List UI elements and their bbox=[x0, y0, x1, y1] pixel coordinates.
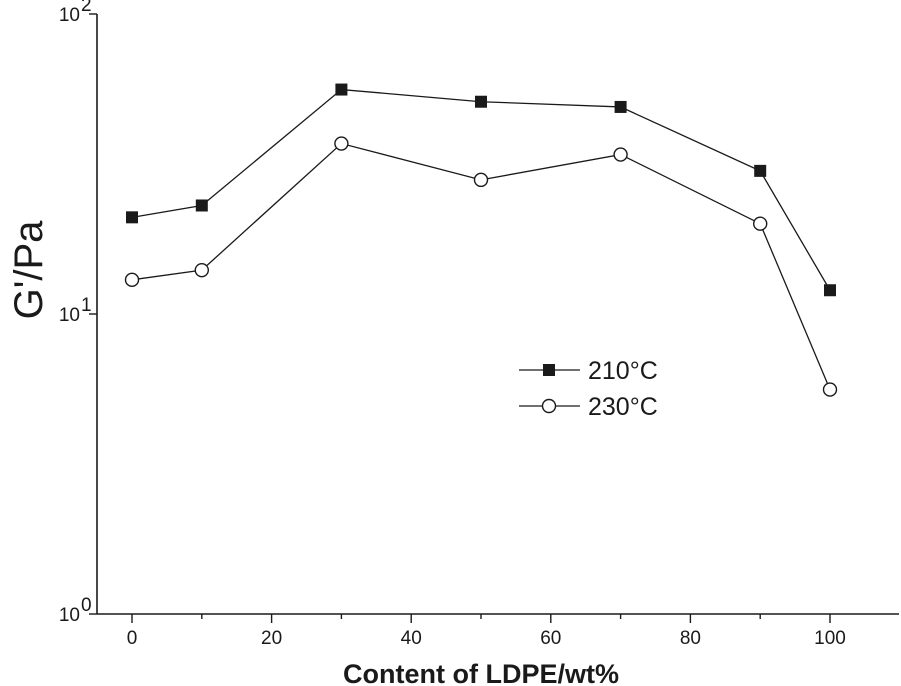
x-tick-label: 100 bbox=[814, 628, 846, 649]
y-tick-label: 10 bbox=[59, 5, 80, 26]
y-tick-exponent: 1 bbox=[81, 295, 92, 316]
legend-label: 210°C bbox=[588, 357, 658, 385]
y-axis-label: G'/Pa bbox=[7, 220, 51, 320]
x-tick-label: 60 bbox=[540, 628, 561, 649]
data-point bbox=[614, 100, 627, 113]
series-2 bbox=[124, 136, 838, 397]
x-tick-label: 80 bbox=[680, 628, 701, 649]
y-tick-exponent: 0 bbox=[81, 595, 92, 616]
legend-marker bbox=[543, 364, 555, 376]
legend-label: 230°C bbox=[588, 393, 658, 421]
series-1 bbox=[126, 83, 836, 297]
data-point bbox=[194, 262, 210, 278]
x-axis-label: Content of LDPE/wt% bbox=[343, 659, 619, 686]
data-point bbox=[475, 95, 487, 108]
data-point bbox=[124, 272, 140, 288]
data-point bbox=[822, 382, 838, 397]
legend: 210°C 230°C bbox=[519, 357, 658, 421]
y-tick-label: 10 bbox=[59, 305, 80, 326]
data-point bbox=[126, 211, 138, 224]
data-point bbox=[335, 83, 348, 96]
y-tick-label: 10 bbox=[59, 605, 80, 626]
x-tick-label: 20 bbox=[261, 628, 282, 649]
data-point bbox=[473, 172, 489, 188]
series-line bbox=[131, 88, 831, 291]
data-point bbox=[754, 164, 767, 177]
legend-item: 230°C bbox=[519, 393, 658, 421]
data-point bbox=[195, 199, 208, 212]
data-point bbox=[334, 136, 349, 151]
data-point bbox=[824, 284, 836, 297]
legend-marker bbox=[541, 398, 557, 414]
legend-item: 210°C bbox=[519, 357, 658, 385]
x-tick-label: 40 bbox=[401, 628, 422, 649]
y-tick-exponent: 2 bbox=[81, 0, 92, 16]
data-point bbox=[753, 216, 768, 231]
axes bbox=[96, 14, 899, 615]
data-point bbox=[613, 147, 628, 162]
x-tick-label: 0 bbox=[127, 628, 138, 649]
series bbox=[124, 83, 838, 397]
